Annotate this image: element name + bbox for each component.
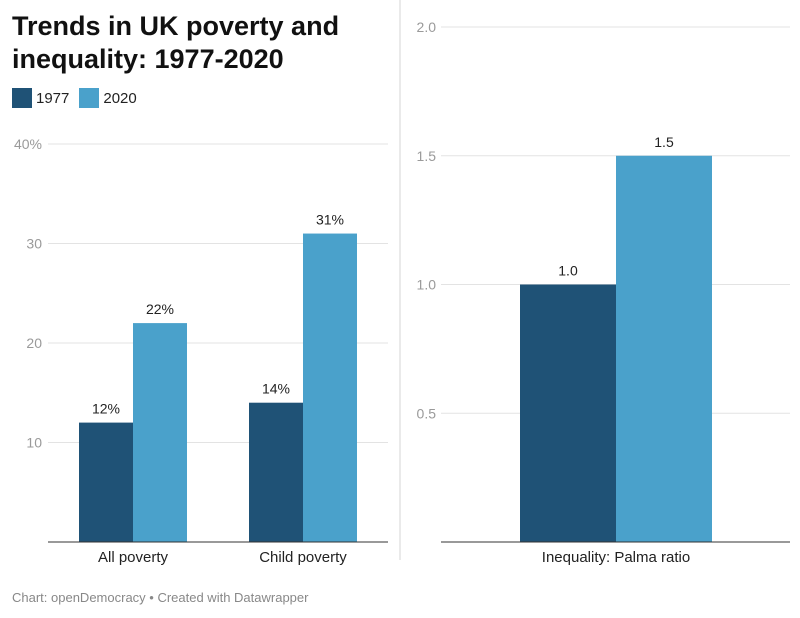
legend: 1977 2020 (12, 88, 137, 108)
data-label-0-1-1: 31% (316, 212, 344, 228)
x-category-label-1-0: Inequality: Palma ratio (542, 549, 690, 566)
y-tick-label-0-3: 40% (14, 136, 42, 152)
x-category-label-0-1: Child poverty (259, 549, 347, 566)
bar-1-0-0 (520, 284, 616, 542)
legend-label-2020: 2020 (103, 89, 137, 107)
y-tick-label-0-2: 30 (26, 236, 42, 252)
y-tick-label-1-1: 1.0 (417, 277, 437, 293)
data-label-0-1-0: 14% (262, 381, 290, 397)
x-category-label-0-0: All poverty (98, 549, 169, 566)
bar-0-1-1 (303, 233, 357, 543)
chart-footer: Chart: openDemocracy • Created with Data… (12, 590, 309, 605)
data-label-0-0-1: 22% (146, 301, 174, 317)
legend-item-2020: 2020 (79, 88, 137, 108)
y-tick-label-1-0: 0.5 (417, 405, 437, 421)
chart-title: Trends in UK poverty and inequality: 197… (12, 11, 340, 74)
legend-swatch-1977 (12, 88, 32, 108)
y-tick-label-1-2: 1.5 (417, 148, 437, 164)
bar-0-1-0 (249, 402, 303, 542)
y-tick-label-0-0: 10 (26, 435, 42, 451)
data-label-1-0-0: 1.0 (558, 263, 578, 279)
legend-item-1977: 1977 (12, 88, 69, 108)
bar-1-0-1 (616, 155, 712, 542)
bar-0-0-0 (79, 422, 133, 542)
y-tick-label-1-3: 2.0 (417, 19, 437, 35)
bar-0-0-1 (133, 323, 187, 542)
legend-label-1977: 1977 (36, 89, 70, 107)
legend-swatch-2020 (79, 88, 100, 108)
data-label-0-0-0: 12% (92, 401, 120, 417)
y-tick-label-0-1: 20 (26, 335, 42, 351)
data-label-1-0-1: 1.5 (654, 134, 674, 150)
